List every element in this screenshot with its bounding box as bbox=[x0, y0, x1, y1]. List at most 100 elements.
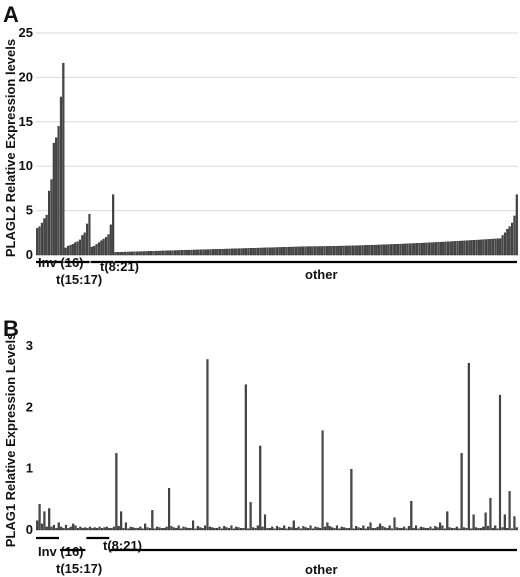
bar bbox=[62, 527, 65, 531]
y-tick-label: 2 bbox=[26, 399, 33, 414]
bar bbox=[249, 248, 252, 256]
bar bbox=[422, 527, 425, 531]
bar bbox=[66, 245, 70, 256]
bar bbox=[52, 524, 56, 531]
bar bbox=[84, 527, 87, 531]
bar bbox=[394, 244, 397, 256]
bar bbox=[96, 527, 99, 531]
bar bbox=[479, 527, 482, 531]
bar bbox=[436, 527, 439, 531]
bar bbox=[43, 511, 46, 531]
bar bbox=[292, 246, 295, 256]
bar bbox=[503, 232, 506, 256]
bar bbox=[306, 246, 309, 256]
bar bbox=[399, 243, 402, 256]
bar bbox=[432, 242, 435, 256]
bar bbox=[169, 250, 172, 256]
bar bbox=[458, 240, 461, 256]
bar bbox=[465, 240, 469, 256]
bar bbox=[449, 241, 452, 256]
y-tick-label: 0 bbox=[26, 247, 33, 262]
bar bbox=[275, 247, 279, 256]
bar bbox=[328, 526, 331, 531]
group-label: other bbox=[305, 267, 338, 282]
bar bbox=[57, 522, 60, 531]
bar bbox=[307, 527, 310, 531]
bar bbox=[43, 218, 46, 256]
bar bbox=[299, 528, 303, 531]
bar bbox=[439, 241, 442, 256]
bar bbox=[242, 527, 245, 531]
bar bbox=[144, 523, 147, 531]
bar bbox=[213, 527, 216, 531]
bar bbox=[299, 246, 302, 256]
bar bbox=[511, 222, 514, 256]
bar bbox=[128, 251, 131, 256]
bar bbox=[207, 249, 210, 256]
bar bbox=[359, 527, 363, 531]
bar bbox=[465, 527, 468, 531]
bar bbox=[59, 96, 62, 256]
bar bbox=[232, 528, 235, 531]
bar bbox=[268, 527, 271, 531]
bar bbox=[446, 511, 449, 531]
bar bbox=[369, 522, 372, 531]
bar bbox=[159, 250, 162, 256]
bar bbox=[86, 527, 89, 531]
bar bbox=[378, 244, 381, 256]
group-label: t(15:17) bbox=[56, 272, 102, 287]
bar bbox=[410, 500, 413, 531]
bar bbox=[321, 430, 324, 531]
bar bbox=[429, 526, 432, 531]
bar bbox=[140, 251, 143, 256]
bar bbox=[120, 511, 123, 531]
bar bbox=[62, 62, 65, 256]
bar bbox=[216, 249, 219, 256]
bar bbox=[259, 247, 262, 256]
bar bbox=[431, 528, 434, 531]
bar bbox=[391, 528, 394, 531]
bar bbox=[48, 190, 51, 256]
bar bbox=[254, 247, 257, 256]
bar bbox=[88, 213, 91, 256]
bar bbox=[102, 238, 105, 256]
bar bbox=[366, 245, 369, 256]
bar bbox=[266, 247, 269, 256]
bar bbox=[461, 240, 464, 256]
bar bbox=[456, 241, 459, 256]
bar bbox=[434, 526, 437, 531]
bar bbox=[357, 527, 360, 531]
bar bbox=[373, 244, 376, 256]
bar bbox=[498, 394, 502, 531]
bar bbox=[468, 240, 471, 256]
bar bbox=[419, 526, 422, 531]
bar bbox=[278, 527, 281, 531]
bar bbox=[79, 526, 82, 531]
bar bbox=[138, 251, 141, 256]
bar bbox=[239, 527, 243, 531]
bar bbox=[273, 528, 276, 531]
bar bbox=[408, 243, 412, 256]
bar bbox=[69, 245, 72, 256]
bar bbox=[400, 527, 403, 531]
bar bbox=[506, 527, 509, 531]
bar bbox=[441, 525, 444, 531]
bar bbox=[178, 250, 181, 256]
bar bbox=[211, 527, 214, 531]
bar bbox=[218, 248, 222, 256]
bar bbox=[451, 241, 454, 256]
bar bbox=[177, 525, 180, 531]
bar bbox=[287, 526, 291, 531]
bar bbox=[435, 242, 438, 256]
bar bbox=[417, 528, 420, 531]
bar bbox=[197, 249, 200, 256]
bar bbox=[401, 243, 404, 256]
bar bbox=[185, 249, 188, 256]
bar bbox=[90, 246, 93, 256]
bar bbox=[370, 244, 374, 256]
bar bbox=[261, 526, 264, 531]
bar bbox=[141, 528, 144, 531]
bar bbox=[252, 248, 255, 256]
bar bbox=[45, 526, 48, 531]
